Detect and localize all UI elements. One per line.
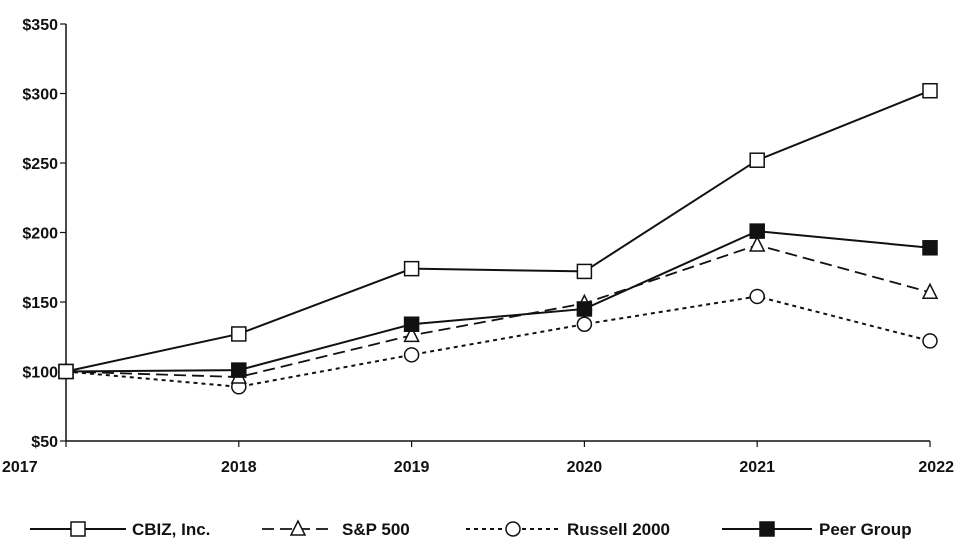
series-s-p-500 [57, 235, 939, 384]
series-line-russell-2000 [65, 295, 931, 388]
data-point-peer-group [749, 223, 765, 239]
x-tick-label: 2020 [567, 459, 603, 476]
legend-label: CBIZ, Inc. [132, 520, 210, 539]
legend-label: S&P 500 [342, 520, 410, 539]
x-tick-label: 2022 [918, 459, 954, 476]
series-line-s-p-500 [65, 244, 931, 378]
data-point-russell-2000 [922, 333, 938, 349]
legend-marker [289, 519, 307, 536]
y-tick-label: $150 [22, 295, 58, 312]
legend-item-cbiz-inc: CBIZ, Inc. [30, 520, 210, 539]
data-point-s-p-500 [921, 282, 939, 300]
x-tick-label: 2019 [394, 459, 430, 476]
data-point-russell-2000 [749, 288, 765, 305]
legend-marker [505, 521, 521, 537]
legend-label: Peer Group [819, 520, 912, 539]
series-russell-2000 [58, 288, 938, 395]
data-point-peer-group [403, 316, 420, 332]
y-tick-label: $50 [31, 434, 58, 451]
y-tick-label: $250 [22, 156, 58, 173]
legend-item-russell-2000: Russell 2000 [466, 520, 670, 539]
data-point-cbiz-inc [576, 263, 593, 280]
data-point-peer-group [231, 362, 247, 378]
data-point-s-p-500 [748, 235, 766, 252]
data-point-cbiz-inc [58, 363, 74, 380]
legend-marker [759, 521, 775, 537]
y-tick-label: $300 [22, 87, 58, 104]
series-line-peer-group [65, 230, 931, 373]
data-point-peer-group [576, 301, 593, 317]
y-tick-label: $100 [22, 365, 58, 382]
series-peer-group [58, 223, 938, 380]
series-cbiz-inc [58, 82, 938, 380]
legend-label: Russell 2000 [567, 520, 670, 539]
data-point-s-p-500 [403, 325, 420, 343]
data-point-russell-2000 [576, 316, 593, 332]
data-point-peer-group [922, 240, 938, 256]
x-tick-label: 2017 [2, 459, 38, 476]
series-layer [57, 82, 939, 395]
legend-item-peer-group: Peer Group [722, 520, 912, 539]
y-tick-label: $200 [22, 226, 58, 243]
data-point-russell-2000 [403, 347, 420, 363]
data-point-cbiz-inc [403, 260, 420, 277]
legend-marker [70, 521, 86, 537]
legend: CBIZ, Inc. S&P 500 Russell 2000 Peer Group [30, 519, 912, 539]
series-line-cbiz-inc [65, 89, 931, 373]
x-tick-label: 2021 [739, 459, 775, 476]
data-point-cbiz-inc [922, 82, 938, 99]
legend-item-s-p-500: S&P 500 [262, 519, 410, 539]
y-tick-label: $350 [22, 17, 58, 34]
data-point-cbiz-inc [749, 152, 765, 168]
x-tick-label: 2018 [221, 459, 257, 476]
data-point-cbiz-inc [231, 326, 247, 342]
axes: $50 $100 $150 $200 $250 $300 $350 2017 2018 2019 2… [2, 17, 954, 476]
